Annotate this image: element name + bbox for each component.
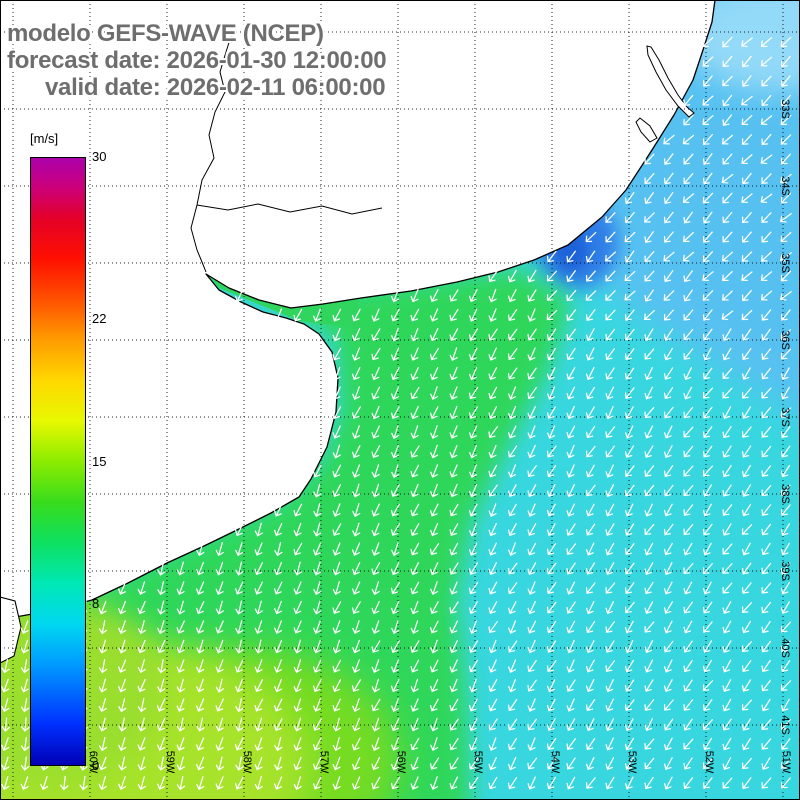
lon-label: 60W [87,751,99,774]
colorbar: [m/s] 30 22 15 8 0 [30,131,130,796]
lat-label: 33S [779,99,791,119]
colorbar-tick-label: 30 [92,149,107,164]
forecast-date-line: forecast date: 2026-01-30 12:00:00 [7,47,387,74]
lon-label: 51W [780,751,792,774]
colorbar-unit-label: [m/s] [30,131,59,146]
title-block: modelo GEFS-WAVE (NCEP) forecast date: 2… [7,20,387,101]
lon-label: 57W [318,751,330,774]
lat-label: 37S [779,407,791,427]
coastal-lagoons [635,45,695,143]
lon-labels: 60W 59W 58W 57W 56W 55W 54W 53W 52W 51W [87,751,792,774]
lat-label: 34S [779,176,791,196]
rivers [190,29,383,273]
lat-label: 38S [779,484,791,504]
wind-arrows [1,36,792,791]
lat-label: 39S [779,561,791,581]
lon-label: 55W [472,751,484,774]
colorbar-tick-label: 8 [92,595,100,611]
model-title: modelo GEFS-WAVE (NCEP) [7,20,324,47]
lon-label: 53W [626,751,638,774]
lon-label: 58W [241,751,253,774]
lon-label: 59W [164,751,176,774]
lon-label: 56W [395,751,407,774]
lat-label: 35S [779,253,791,273]
colorbar-tick-label: 15 [92,453,107,469]
valid-date-line: valid date: 2026-02-11 06:00:00 [45,74,386,101]
lon-label: 52W [703,751,715,774]
colorbar-tick-label: 22 [92,311,107,327]
land-coastline [0,0,716,620]
lat-label: 36S [779,330,791,350]
lon-label: 54W [549,751,561,774]
colorbar-gradient [30,157,86,766]
lat-label: 40S [779,638,791,658]
lat-labels: 33S 34S 35S 36S 37S 38S 39S 40S 41S [779,99,791,735]
colorbar-tick-label: 0 [92,758,100,773]
lat-label: 41S [779,715,791,735]
